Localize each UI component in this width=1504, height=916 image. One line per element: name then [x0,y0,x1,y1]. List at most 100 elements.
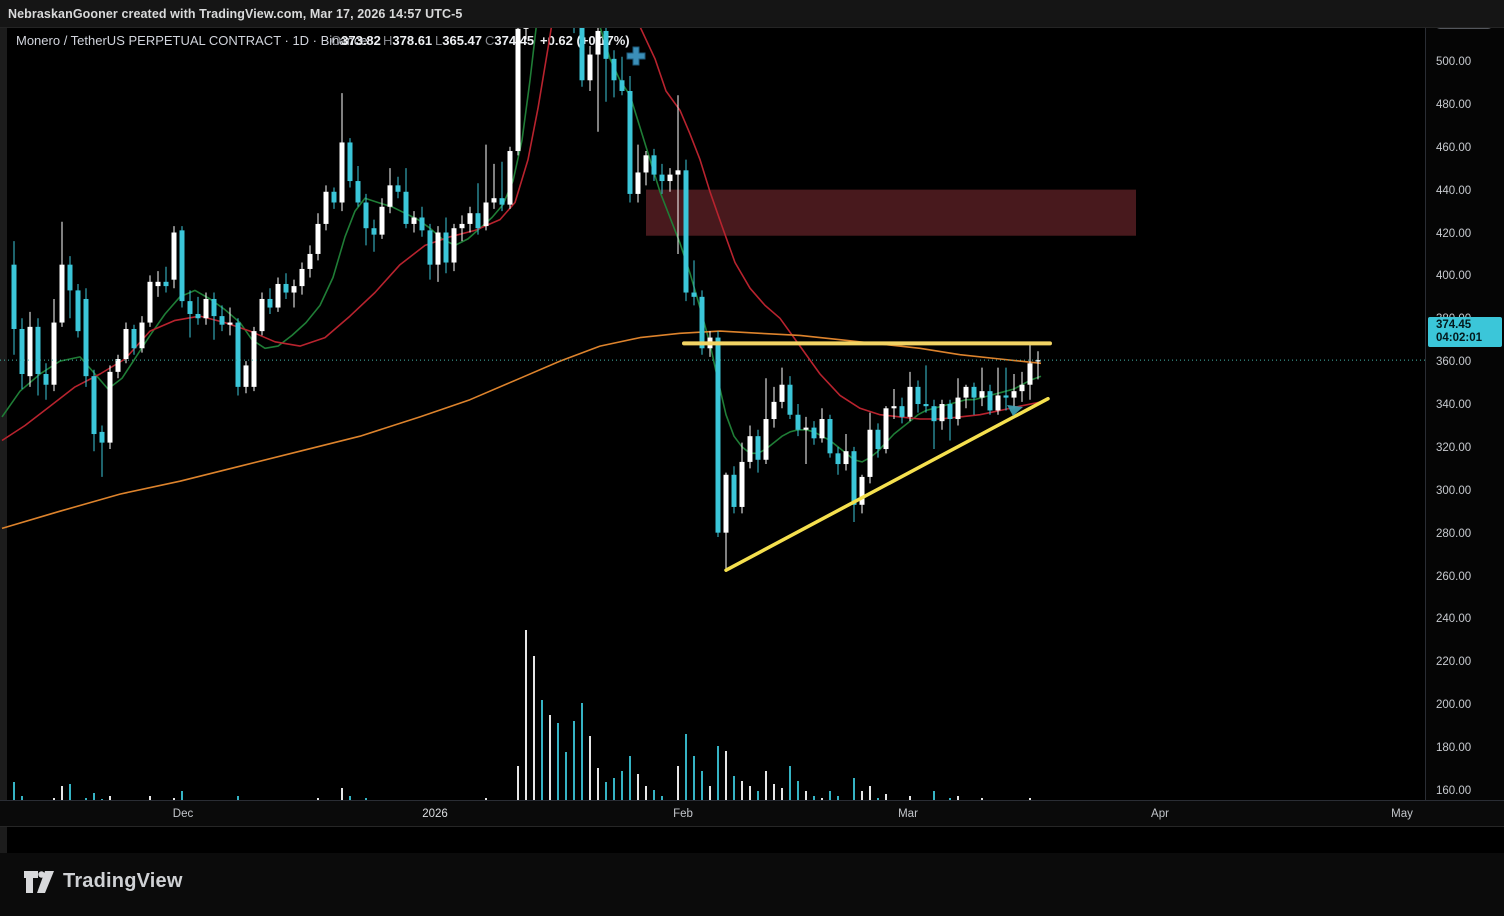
candle-body [739,461,745,507]
candle-body [347,142,353,182]
time-axis-label-2026: 2026 [422,808,448,820]
candle-body [619,80,625,91]
price-tick-label: 180.00 [1436,742,1472,755]
candle-body [923,404,929,407]
price-tick-label: 400.00 [1436,270,1472,283]
candle-body [291,286,297,293]
candle-body [643,155,649,173]
mid-red-ma[interactable] [1,28,1042,442]
candle-body [699,296,705,349]
candle-body [419,217,425,231]
candlestick-plot[interactable] [0,28,1425,827]
price-tick-label: 500.00 [1436,56,1472,68]
candle-body [195,313,201,319]
price-tick-label: 440.00 [1436,184,1472,197]
candle-body [691,292,697,297]
symbol-title[interactable]: Monero / TetherUS PERPETUAL CONTRACT · 1… [16,33,368,48]
price-tick-label: 220.00 [1436,656,1472,669]
supply-zone-box[interactable] [646,189,1136,236]
price-tick-label: 300.00 [1436,484,1472,497]
candle-body [51,322,57,385]
candle-body [43,374,49,385]
candle-body [299,268,305,287]
candle-body [827,419,833,454]
candle-body [875,429,881,450]
tradingview-logo-icon [24,870,54,893]
candle-body [963,386,969,398]
bar-countdown: 04:02:01 [1436,332,1483,345]
candle-body [179,230,185,302]
price-tick-label: 420.00 [1436,227,1472,240]
crosshair-cursor-icon [626,46,646,66]
fast-green-ma[interactable] [1,28,1042,463]
candle-body [147,281,153,323]
candle-body [1019,384,1025,392]
volume-bar [525,630,527,826]
candle-body [163,281,169,287]
candle-body [715,337,721,533]
candle-body [155,281,161,287]
candle-body [603,30,609,59]
candle-body [523,28,529,29]
candle-body [683,170,689,293]
candle-body [363,202,369,229]
candle-body [515,28,521,152]
candle-body [851,451,857,505]
price-axis[interactable]: USDT 500.00480.00460.00440.00420.00400.0… [1425,0,1504,825]
candle-body [315,223,321,254]
candle-body [667,174,673,182]
candle-body [955,397,961,420]
price-tick-label: 360.00 [1436,356,1472,369]
volume-bar [765,771,767,826]
candle-body [371,228,377,235]
candle-body [187,301,193,314]
volume-bar [693,756,695,826]
bottom-bar: TradingView [0,853,1504,916]
volume-bar [725,751,727,826]
candle-body [675,170,681,175]
candle-body [611,58,617,81]
candle-body [779,384,785,402]
candle-body [819,419,825,439]
candle-body [99,431,105,443]
candle-body [395,185,401,192]
candle-body [747,436,753,462]
candle-body [11,264,17,329]
time-axis[interactable]: Dec 2026 Feb Mar Apr May [0,800,1504,827]
candle-body [723,474,729,533]
ohlc-high: H378.61 [383,33,433,48]
candle-body [499,198,505,205]
volume-bar [597,768,599,826]
candle-body [979,391,985,398]
candle-body [907,386,913,417]
candle-body [411,217,417,224]
last-price-value: 374.45 [1436,319,1472,332]
candle-body [899,406,905,417]
slow-orange-ma[interactable] [1,330,1042,530]
candle-body [867,429,873,477]
candle-body [339,142,345,203]
candle-body [883,408,889,450]
symbol-legend[interactable]: Monero / TetherUS PERPETUAL CONTRACT · 1… [0,33,1420,51]
candle-body [235,322,241,387]
candle-body [107,371,113,443]
candle-body [635,172,641,194]
ascending-trendline[interactable] [724,396,1050,572]
candle-body [803,427,809,430]
tradingview-logo[interactable]: TradingView [24,870,183,893]
candle-body [1035,360,1041,362]
watermark-text: NebraskanGooner created with TradingView… [8,6,463,21]
candle-body [251,331,257,387]
candle-body [115,359,121,372]
candle-body [1003,395,1009,398]
price-tick-label: 160.00 [1436,784,1472,797]
tradingview-logo-text: TradingView [63,870,183,892]
candle-body [83,298,89,377]
volume-bar [685,734,687,826]
candle-body [19,328,25,375]
chart-area[interactable]: Monero / TetherUS PERPETUAL CONTRACT · 1… [0,28,1504,853]
candle-body [627,91,633,194]
candle-body [67,264,73,291]
volume-bar [573,721,575,826]
